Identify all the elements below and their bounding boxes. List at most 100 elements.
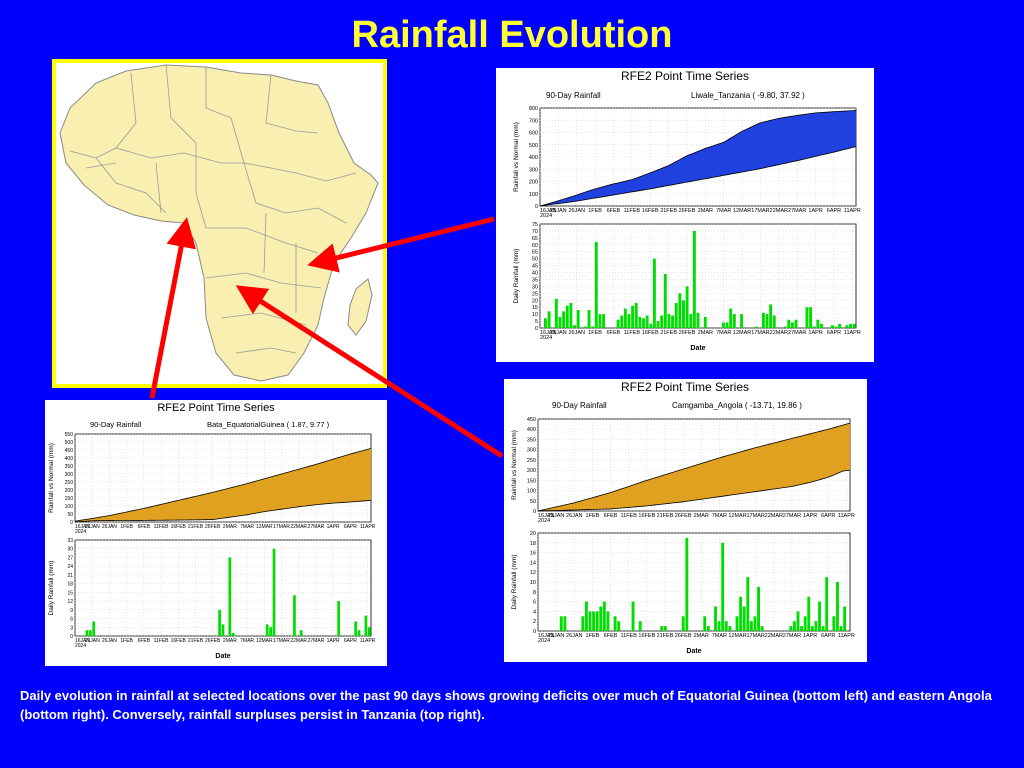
- y-tick-label: 0: [535, 204, 538, 210]
- daily-bar: [638, 316, 642, 328]
- x-tick-label: 27MAR: [788, 208, 806, 214]
- daily-bar: [839, 626, 843, 631]
- y-tick-label: 75: [532, 222, 538, 228]
- x-tick-label: 22MAR: [765, 633, 783, 639]
- y-tick-label: 300: [65, 472, 74, 478]
- y-tick-label: 24: [67, 564, 73, 570]
- daily-bar: [293, 595, 296, 636]
- y-tick-label: 50: [67, 512, 73, 518]
- daily-bar: [627, 314, 631, 328]
- daily-bar: [812, 326, 816, 328]
- x-tick-label: 11FEB: [154, 524, 170, 530]
- y-tick-label: 21: [67, 573, 73, 579]
- y-tick-label: 20: [532, 298, 538, 304]
- y-tick-label: 50: [530, 499, 536, 505]
- daily-bar: [725, 322, 729, 328]
- x-tick-label: 1APR: [327, 638, 340, 644]
- y-tick-label: 12: [530, 570, 536, 576]
- chart-panel-tanzania: RFE2 Point Time Series 90-Day Rainfall L…: [496, 68, 874, 362]
- x-tick-label: 2MAR: [223, 524, 237, 530]
- x-tick-label: 6FEB: [607, 208, 621, 214]
- daily-bar: [838, 323, 842, 328]
- daily-bar: [832, 616, 836, 631]
- daily-bar: [852, 323, 856, 328]
- daily-bar: [634, 303, 638, 328]
- x-tick-label: 16JAN: [75, 524, 90, 530]
- y-tick-label: 300: [527, 448, 536, 454]
- daily-bar: [562, 311, 566, 328]
- x-tick-label: 6APR: [344, 638, 357, 644]
- x-tick-label: 7MAR: [712, 513, 727, 519]
- y-tick-label: 500: [65, 440, 74, 446]
- daily-bar: [364, 615, 368, 636]
- daily-plot: 05101520253035404550556065707516JAN20242…: [513, 222, 861, 352]
- y-tick-label: 9: [70, 608, 73, 614]
- difference-area: [75, 448, 371, 522]
- x-tick-label: 2024: [538, 518, 550, 524]
- chart-panel-equatorial-guinea: RFE2 Point Time Series 90-Day Rainfall B…: [45, 400, 387, 666]
- x-tick-label: 12MAR: [733, 208, 751, 214]
- y-tick-label: 450: [65, 448, 74, 454]
- y-tick-label: 10: [530, 580, 536, 586]
- daily-bar: [221, 624, 225, 636]
- daily-bar: [805, 307, 809, 328]
- series-line-rainfall: [74, 500, 372, 523]
- y-axis-label: Daily Rainfall (mm): [511, 555, 518, 610]
- daily-bar: [581, 616, 585, 631]
- cumulative-plot: 0 50 100 150 200 250 300 350 400 450 16JAN202421JA…: [511, 417, 855, 524]
- series-line-normal: [537, 422, 851, 512]
- x-tick-label: 1FEB: [588, 330, 602, 336]
- x-tick-label: 1FEB: [120, 524, 133, 530]
- daily-bar: [563, 616, 567, 631]
- daily-bar: [656, 321, 660, 328]
- x-tick-label: 6FEB: [607, 330, 621, 336]
- x-tick-label: 21FEB: [188, 638, 204, 644]
- x-tick-label: 12MAR: [733, 330, 751, 336]
- y-tick-label: 50: [532, 257, 538, 263]
- x-tick-label: 17MAR: [751, 330, 769, 336]
- x-tick-label: 6APR: [344, 524, 357, 530]
- daily-bar: [638, 621, 642, 631]
- daily-bar: [742, 606, 746, 631]
- daily-bar: [591, 326, 595, 328]
- x-tick-label: 16JAN: [75, 638, 90, 644]
- daily-bar: [717, 621, 721, 631]
- x-tick-label: 21JAN: [548, 633, 565, 639]
- x-tick-label: 2MAR: [698, 330, 713, 336]
- daily-bar: [689, 314, 693, 328]
- daily-bar: [671, 315, 675, 328]
- y-tick-label: 350: [65, 464, 74, 470]
- y-tick-label: 25: [532, 291, 538, 297]
- y-tick-label: 12: [67, 599, 73, 605]
- y-tick-label: 55: [532, 250, 538, 256]
- y-tick-label: 0: [533, 509, 536, 515]
- daily-bar: [724, 621, 728, 631]
- daily-bar: [740, 314, 744, 328]
- daily-bar: [834, 326, 838, 328]
- x-tick-label: 21FEB: [188, 524, 204, 530]
- y-tick-label: 0: [70, 634, 73, 640]
- daily-bar: [663, 626, 667, 631]
- daily-bar: [760, 626, 764, 631]
- daily-bar: [735, 616, 739, 631]
- daily-bar: [602, 314, 606, 328]
- y-tick-label: 150: [527, 478, 536, 484]
- x-tick-label: 27MAR: [788, 330, 806, 336]
- y-axis-label: Rainfall vs Normal (mm): [48, 443, 55, 513]
- x-tick-label: 2MAR: [223, 638, 237, 644]
- y-tick-label: 2: [533, 619, 536, 625]
- y-tick-label: 30: [532, 284, 538, 290]
- daily-bar: [807, 596, 811, 631]
- daily-bar: [354, 621, 358, 636]
- x-tick-label: 2024: [538, 638, 550, 644]
- daily-bar: [606, 611, 610, 631]
- y-tick-label: 60: [532, 243, 538, 249]
- x-tick-label: 21FEB: [660, 208, 677, 214]
- daily-bar: [583, 326, 587, 328]
- y-tick-label: 33: [67, 538, 73, 544]
- daily-bar: [592, 611, 596, 631]
- daily-bar: [678, 293, 682, 328]
- x-tick-label: 26JAN: [102, 638, 117, 644]
